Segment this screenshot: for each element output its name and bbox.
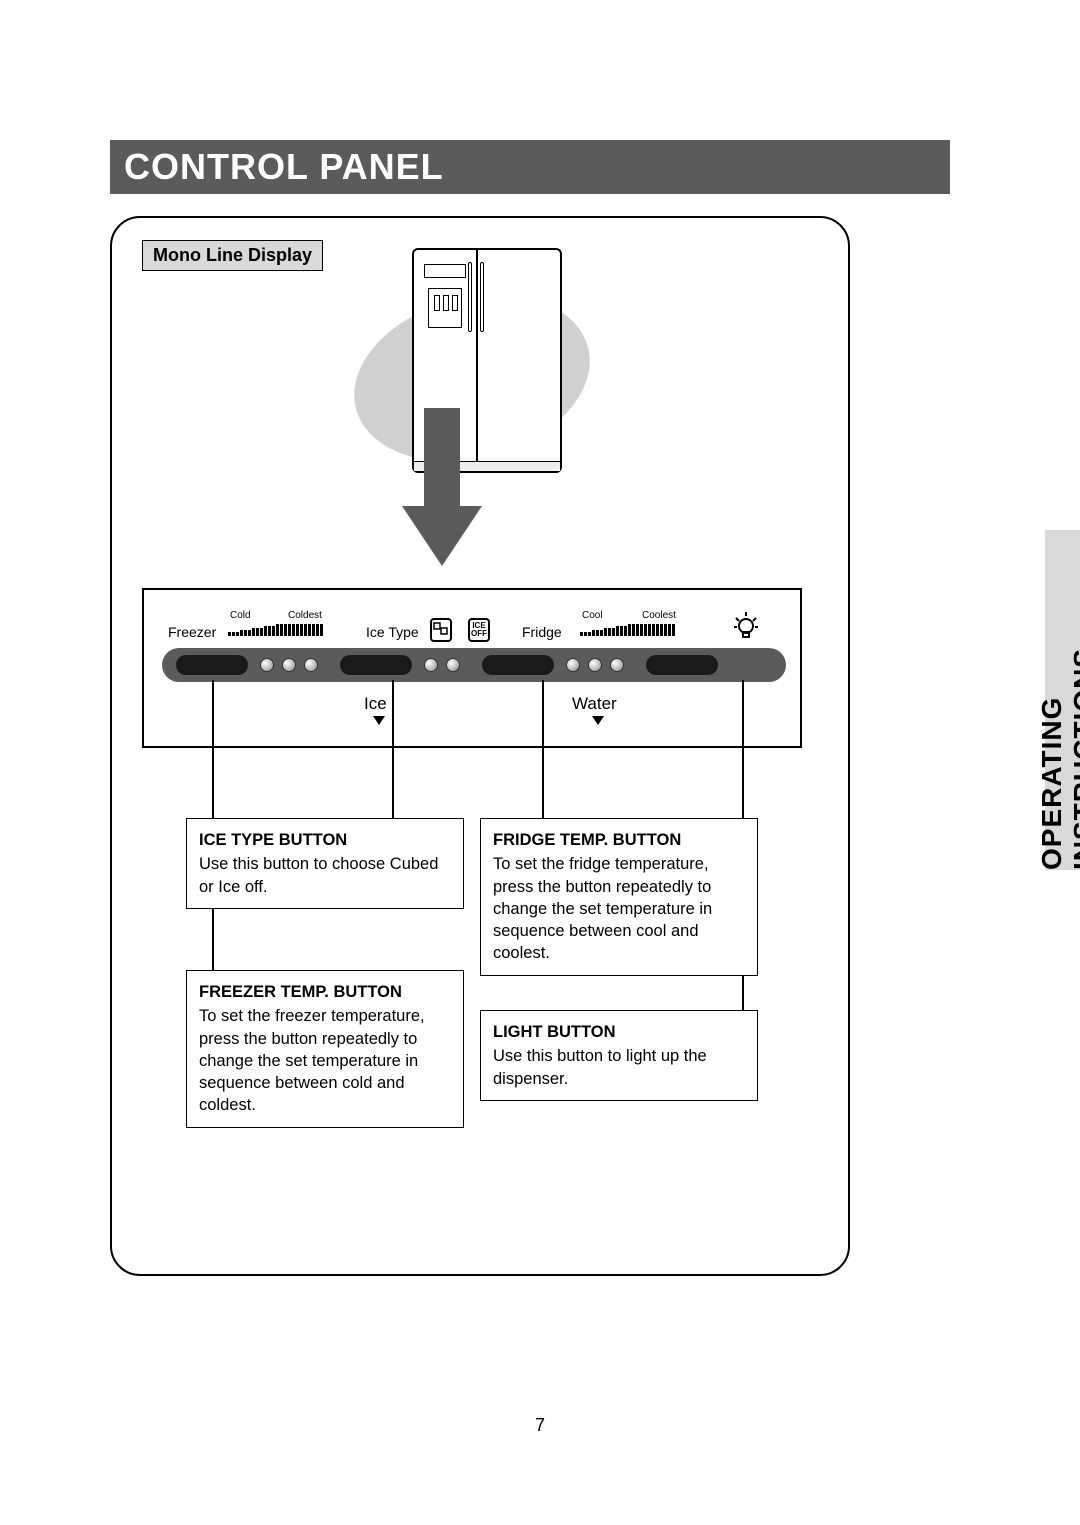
freezer-label: Freezer [168, 624, 216, 640]
icetype-desc-title: ICE TYPE BUTTON [199, 829, 451, 851]
fridge-panel-mini [424, 264, 466, 278]
freezer-button[interactable] [176, 655, 248, 675]
icetype-desc-body: Use this button to choose Cubed or Ice o… [199, 853, 451, 898]
ice-arrow-icon [373, 716, 385, 725]
indicator-dot [566, 658, 580, 672]
indicator-dot [260, 658, 274, 672]
cubed-ice-icon [430, 618, 452, 642]
freezer-min: Cold [230, 610, 251, 621]
fridge-handle-right [480, 262, 484, 332]
ice-type-button[interactable] [340, 655, 412, 675]
fridge-label: Fridge [522, 624, 562, 640]
light-desc-title: LIGHT BUTTON [493, 1021, 745, 1043]
light-button[interactable] [646, 655, 718, 675]
fridge-max: Coolest [642, 610, 676, 621]
main-frame: Mono Line Display [110, 216, 850, 1276]
ice-off-line2: OFF [471, 630, 487, 638]
light-bulb-icon [734, 612, 758, 642]
callout-line [392, 680, 394, 818]
indicator-dot [610, 658, 624, 672]
water-label: Water [572, 694, 617, 714]
fridgetemp-desc-body: To set the fridge temperature, press the… [493, 853, 745, 964]
button-row [162, 648, 786, 682]
fridgetemp-desc-title: FRIDGE TEMP. BUTTON [493, 829, 745, 851]
freezertemp-desc-title: FREEZER TEMP. BUTTON [199, 981, 451, 1003]
freezertemp-desc-body: To set the freezer temperature, press th… [199, 1005, 451, 1116]
arrow-down [407, 408, 477, 578]
indicator-dot [424, 658, 438, 672]
page-title: CONTROL PANEL [124, 146, 936, 188]
indicator-dot [588, 658, 602, 672]
page-number: 7 [110, 1415, 970, 1436]
freezer-max: Coldest [288, 610, 322, 621]
freezer-scale [228, 626, 323, 636]
fridge-illustration [292, 238, 672, 498]
callout-line [542, 680, 544, 818]
ice-label: Ice [364, 694, 387, 714]
ice-off-icon: ICE OFF [468, 618, 490, 642]
icetype-desc: ICE TYPE BUTTON Use this button to choos… [186, 818, 464, 909]
fridge-button[interactable] [482, 655, 554, 675]
indicator-dot [446, 658, 460, 672]
freezertemp-desc: FREEZER TEMP. BUTTON To set the freezer … [186, 970, 464, 1128]
fridge-min: Cool [582, 610, 603, 621]
side-tab-label: OPERATING INSTRUCTIONS [1036, 530, 1080, 870]
icetype-label: Ice Type [366, 624, 419, 640]
water-arrow-icon [592, 716, 604, 725]
fridge-dispenser-mini [428, 288, 462, 328]
page-content: CONTROL PANEL OPERATING INSTRUCTIONS Mon… [110, 140, 970, 1276]
side-tab: OPERATING INSTRUCTIONS [1045, 530, 1080, 870]
fridge-scale [580, 626, 675, 636]
fridge-handle-left [468, 262, 472, 332]
control-panel: Freezer Cold Coldest Ice Type [142, 588, 802, 748]
fridgetemp-desc: FRIDGE TEMP. BUTTON To set the fridge te… [480, 818, 758, 976]
light-desc: LIGHT BUTTON Use this button to light up… [480, 1010, 758, 1101]
light-desc-body: Use this button to light up the dispense… [493, 1045, 745, 1090]
indicator-dot [304, 658, 318, 672]
panel-bottom: Ice Water [144, 686, 800, 746]
indicator-dot [282, 658, 296, 672]
title-bar: CONTROL PANEL [110, 140, 950, 194]
